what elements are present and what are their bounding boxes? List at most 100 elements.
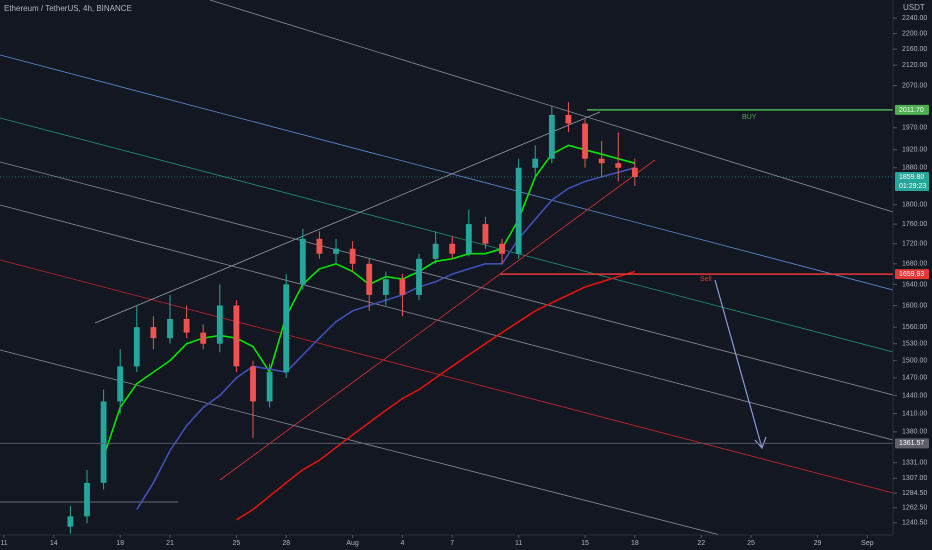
price-tag-label: 1659.93 bbox=[899, 271, 924, 278]
y-tick-label: 1720.00 bbox=[902, 241, 927, 248]
candle-body bbox=[84, 482, 90, 517]
price-tag-label: 2011.70 bbox=[899, 107, 924, 114]
trend-line bbox=[219, 159, 656, 481]
y-tick-label: 2240.00 bbox=[902, 15, 927, 22]
y-tick-label: 1880.00 bbox=[902, 165, 927, 172]
drawings bbox=[0, 0, 894, 536]
currency: USDT bbox=[903, 3, 925, 12]
moving-average bbox=[235, 270, 636, 521]
y-tick-label: 1240.50 bbox=[902, 520, 927, 527]
y-tick-label: 1600.00 bbox=[902, 302, 927, 309]
x-tick-label: 25 bbox=[747, 540, 755, 547]
trend-line bbox=[209, 0, 894, 213]
candle-body bbox=[499, 243, 505, 254]
trend-line bbox=[0, 54, 894, 291]
candle-body bbox=[283, 284, 290, 373]
y-tick-label: 1284.50 bbox=[902, 490, 927, 497]
price-line-text: BUY bbox=[742, 114, 757, 121]
y-tick-label: 1760.00 bbox=[902, 221, 927, 228]
y-tick-label: 1331.00 bbox=[902, 460, 927, 467]
x-tick-label: 7 bbox=[450, 540, 454, 547]
candle-body bbox=[482, 224, 489, 244]
y-tick-label: 1530.00 bbox=[902, 341, 927, 348]
x-tick-label: 22 bbox=[697, 540, 705, 547]
y-tick-label: 1410.00 bbox=[902, 410, 927, 417]
y-tick-label: 1560.00 bbox=[902, 324, 927, 331]
x-tick-label: 15 bbox=[581, 540, 589, 547]
candle-body bbox=[349, 248, 356, 264]
x-tick-label: 18 bbox=[631, 540, 639, 547]
candle-body bbox=[432, 243, 439, 259]
countdown: 01:29:23 bbox=[899, 183, 926, 190]
y-tick-label: 1500.00 bbox=[902, 357, 927, 364]
candle-body bbox=[316, 238, 323, 254]
candle-body bbox=[615, 163, 622, 168]
candle-body bbox=[382, 279, 389, 295]
last-price-label: 1859.80 bbox=[899, 174, 924, 181]
y-tick-label: 1800.00 bbox=[902, 202, 927, 209]
candle-body bbox=[250, 366, 256, 402]
candle-body bbox=[465, 224, 472, 254]
y-tick-label: 1470.00 bbox=[902, 375, 927, 382]
y-tick-label: 1262.50 bbox=[902, 505, 927, 512]
candle-body bbox=[598, 158, 605, 164]
last-price-tag bbox=[895, 171, 929, 191]
x-tick-label: 18 bbox=[116, 540, 124, 547]
trend-line bbox=[94, 111, 601, 324]
candle-body bbox=[100, 401, 107, 483]
x-tick-label: 14 bbox=[50, 540, 58, 547]
y-tick-label: 1380.00 bbox=[902, 429, 927, 436]
candle-body bbox=[200, 332, 207, 344]
candle-body bbox=[117, 366, 124, 402]
candle-body bbox=[532, 158, 539, 168]
y-tick-label: 1440.00 bbox=[902, 392, 927, 399]
x-tick-label: 25 bbox=[233, 540, 241, 547]
y-tick-label: 2160.00 bbox=[902, 46, 927, 53]
price-tag-label: 1361.57 bbox=[899, 440, 924, 447]
x-tick-label: 11 bbox=[515, 540, 522, 547]
candle-body bbox=[233, 305, 240, 367]
x-tick-label: Sep bbox=[861, 540, 874, 547]
candle-body bbox=[333, 248, 339, 254]
candle-body bbox=[449, 243, 456, 254]
x-tick-label: 29 bbox=[814, 540, 822, 547]
arrow bbox=[714, 279, 767, 450]
candle-body bbox=[133, 327, 140, 367]
candle-body bbox=[399, 279, 406, 295]
x-tick-label: 28 bbox=[282, 540, 290, 547]
candle-body bbox=[565, 114, 572, 124]
x-tick-label: 4 bbox=[400, 540, 404, 547]
y-tick-label: 1920.00 bbox=[902, 147, 927, 154]
x-tick-label: 21 bbox=[166, 540, 174, 547]
price-tag bbox=[895, 104, 929, 115]
candle-body bbox=[416, 258, 422, 295]
candle-body bbox=[631, 167, 638, 177]
candle-body bbox=[183, 318, 190, 333]
y-tick-label: 2120.00 bbox=[902, 62, 927, 69]
axes: 2240.00 2200.00 2160.00 2120.00 2070.00 1970.… bbox=[0, 15, 929, 547]
plot: BUY Sell bbox=[0, 102, 893, 534]
candle-body bbox=[67, 516, 74, 527]
y-tick-label: 1680.00 bbox=[902, 261, 927, 268]
candle-body bbox=[548, 114, 555, 159]
trend-line bbox=[0, 161, 894, 396]
candle-body bbox=[366, 263, 373, 295]
chart-title: Ethereum / TetherUS, 4h, BINANCE bbox=[4, 4, 132, 13]
trend-line bbox=[0, 117, 894, 353]
price-line-text: Sell bbox=[700, 276, 712, 283]
y-tick-label: 1970.00 bbox=[902, 125, 927, 132]
candle-body bbox=[167, 318, 173, 339]
candle-body bbox=[150, 327, 157, 339]
x-tick-label: 11 bbox=[0, 540, 7, 547]
y-tick-label: 2200.00 bbox=[902, 30, 927, 37]
y-tick-label: 1307.00 bbox=[902, 475, 927, 482]
candle-body bbox=[299, 238, 306, 285]
candle-body bbox=[216, 305, 223, 344]
x-tick-label: Aug bbox=[346, 540, 359, 547]
candle-body bbox=[515, 167, 522, 254]
candle-body bbox=[582, 123, 588, 159]
y-tick-label: 2070.00 bbox=[902, 82, 927, 89]
trend-line bbox=[0, 204, 894, 441]
price-tag bbox=[895, 438, 929, 449]
